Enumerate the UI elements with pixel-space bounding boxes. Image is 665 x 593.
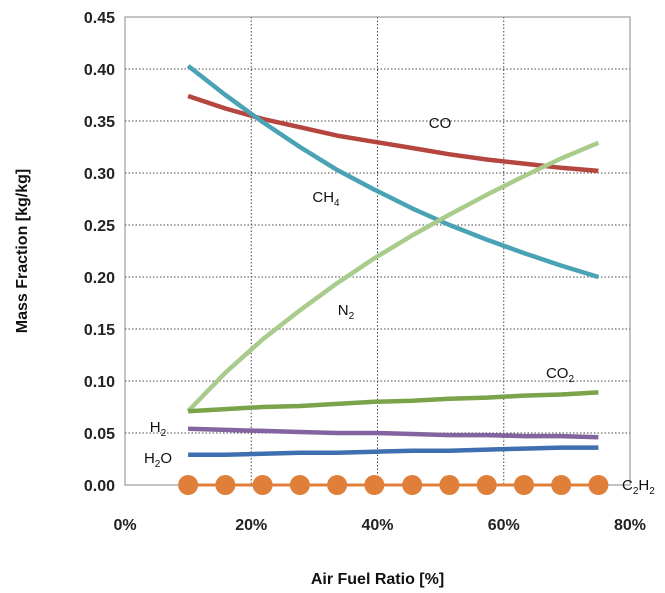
y-axis-title: Mass Fraction [kg/kg] [14, 169, 31, 333]
data-point-c2h2 [439, 475, 460, 495]
data-point-c2h2 [252, 475, 273, 495]
y-tick-label: 0.30 [84, 166, 115, 183]
x-tick-label: 0% [113, 517, 136, 534]
series-label-ch4: CH4 [312, 189, 340, 209]
y-tick-label: 0.05 [84, 426, 115, 443]
x-tick-label: 40% [361, 517, 393, 534]
data-point-c2h2 [588, 475, 609, 495]
series-line-co [187, 93, 599, 174]
y-tick-label: 0.00 [84, 478, 115, 495]
series-line-n2 [186, 140, 600, 413]
data-point-c2h2 [327, 475, 348, 495]
y-tick-label: 0.15 [84, 322, 115, 339]
x-tick-labels: 0% 20% 40% 60% 80% [113, 517, 646, 534]
series-lines [178, 64, 609, 495]
x-tick-label: 60% [488, 517, 520, 534]
series-labels: CO CH4 N2 CO2 H2 H2O C2H2 [144, 115, 655, 497]
y-tick-label: 0.35 [84, 114, 115, 131]
data-point-c2h2 [289, 475, 310, 495]
data-point-c2h2 [476, 475, 497, 495]
series-label-c2h2: C2H2 [622, 477, 655, 497]
data-point-c2h2 [178, 475, 199, 495]
series-label-co2: CO2 [546, 365, 575, 385]
y-tick-labels: 0.00 0.05 0.10 0.15 0.20 0.25 0.30 0.35 0.40 0.45 [84, 10, 115, 495]
data-point-c2h2 [513, 475, 534, 495]
data-point-c2h2 [215, 475, 236, 495]
series-label-n2: N2 [338, 302, 355, 322]
series-label-h2: H2 [150, 419, 167, 439]
x-axis-title: Air Fuel Ratio [%] [311, 571, 444, 588]
data-point-c2h2 [402, 475, 423, 495]
x-tick-label: 80% [614, 517, 646, 534]
data-point-c2h2 [364, 475, 385, 495]
y-tick-label: 0.10 [84, 374, 115, 391]
y-tick-label: 0.20 [84, 270, 115, 287]
y-tick-label: 0.40 [84, 62, 115, 79]
series-label-h2o: H2O [144, 450, 172, 470]
grid-lines [125, 16, 630, 485]
series-line-h2o [188, 445, 599, 458]
series-line-h2 [188, 426, 599, 440]
y-tick-label: 0.25 [84, 218, 115, 235]
data-point-c2h2 [551, 475, 572, 495]
series-line-co2 [187, 390, 599, 414]
y-tick-label: 0.45 [84, 10, 115, 27]
series-label-co: CO [429, 115, 452, 132]
series-line-ch4 [186, 64, 600, 280]
x-tick-label: 20% [235, 517, 267, 534]
